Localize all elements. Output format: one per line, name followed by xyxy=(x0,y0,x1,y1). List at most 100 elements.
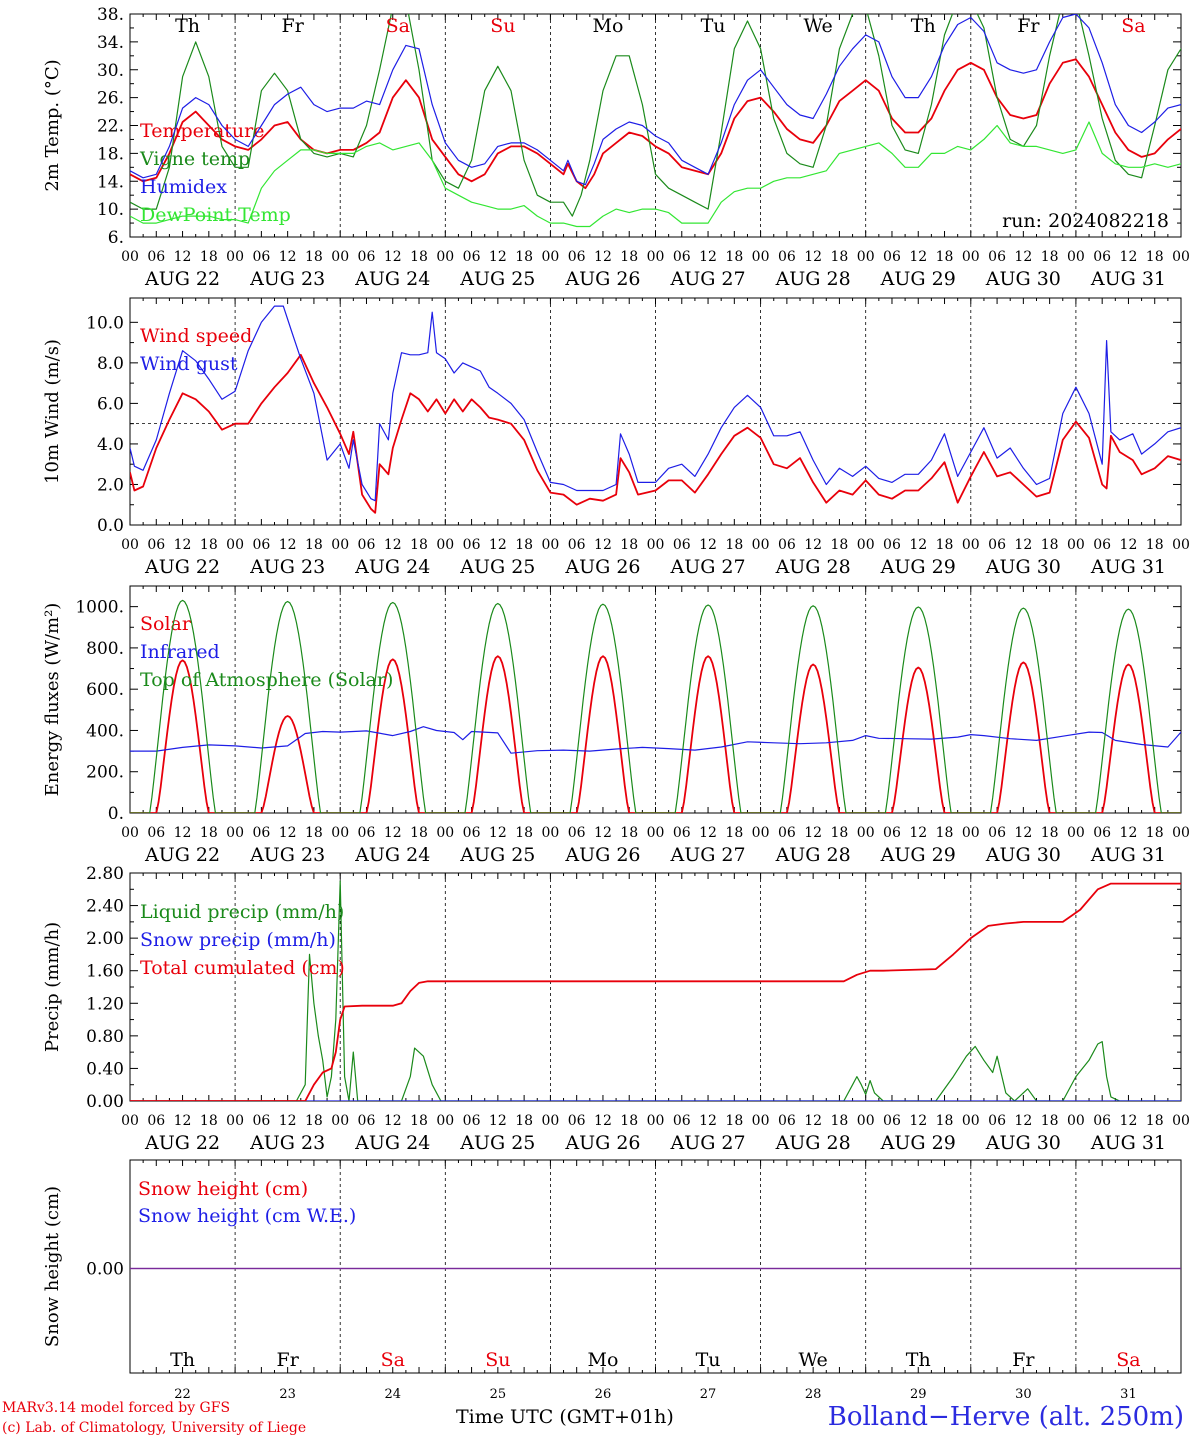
y-tick-label: 0. xyxy=(108,804,124,824)
hour-tick-label: 00 xyxy=(647,537,665,553)
y-tick-label: 18. xyxy=(97,144,124,164)
date-label: AUG 24 xyxy=(354,268,430,290)
hour-tick-label: 12 xyxy=(699,537,717,553)
hour-tick-label: 12 xyxy=(909,1113,927,1129)
hour-tick-label: 00 xyxy=(1172,1113,1190,1129)
model-credit: MARv3.14 model forced by GFS xyxy=(2,1400,231,1416)
y-tick-label: 14. xyxy=(97,172,124,192)
weekday-label: Th xyxy=(170,1349,195,1371)
date-label: AUG 30 xyxy=(985,844,1061,866)
hour-tick-label: 06 xyxy=(1093,1113,1111,1129)
day-number-label: 28 xyxy=(805,1387,822,1402)
y-tick-label: 10. xyxy=(97,200,124,220)
hour-tick-label: 06 xyxy=(778,249,796,265)
weekday-label: Tu xyxy=(696,1349,721,1371)
hour-tick-label: 00 xyxy=(541,1113,559,1129)
weekday-label: Fr xyxy=(277,1349,300,1371)
weekday-label: Th xyxy=(175,15,200,37)
date-label: AUG 23 xyxy=(249,556,325,578)
hour-tick-label: 00 xyxy=(541,537,559,553)
hour-tick-label: 12 xyxy=(1120,249,1138,265)
date-label: AUG 27 xyxy=(669,556,745,578)
series-line xyxy=(130,14,1181,217)
hour-tick-label: 00 xyxy=(436,1113,454,1129)
hour-tick-label: 18 xyxy=(200,537,218,553)
legend-entry: Total cumulated (cm) xyxy=(140,957,345,979)
legend-entry: Snow height (cm W.E.) xyxy=(138,1205,356,1227)
date-label: AUG 31 xyxy=(1090,268,1166,290)
date-label: AUG 30 xyxy=(985,1132,1061,1154)
hour-tick-label: 06 xyxy=(358,249,376,265)
hour-tick-label: 12 xyxy=(279,825,297,841)
hour-tick-label: 06 xyxy=(1093,825,1111,841)
panel-4: 0.00 0.40 0.80 1.20 1.60 2.00 2.40 2.80 Precip (… xyxy=(42,864,1190,1154)
hour-tick-label: 06 xyxy=(673,1113,691,1129)
hour-tick-label: 00 xyxy=(331,249,349,265)
date-label: AUG 27 xyxy=(669,844,745,866)
hour-tick-label: 06 xyxy=(673,825,691,841)
date-label: AUG 31 xyxy=(1090,844,1166,866)
hour-tick-label: 06 xyxy=(568,825,586,841)
hour-tick-label: 12 xyxy=(594,537,612,553)
series-line xyxy=(130,655,1181,813)
hour-tick-label: 12 xyxy=(279,249,297,265)
hour-tick-label: 12 xyxy=(1014,537,1032,553)
hour-tick-label: 18 xyxy=(1146,1113,1164,1129)
hour-tick-label: 12 xyxy=(594,249,612,265)
hour-tick-label: 00 xyxy=(1067,249,1085,265)
hour-tick-label: 12 xyxy=(909,825,927,841)
hour-tick-label: 18 xyxy=(515,825,533,841)
hour-tick-label: 00 xyxy=(226,825,244,841)
hour-tick-label: 06 xyxy=(988,825,1006,841)
panel-1: 6. 10. 14. 18. 22. 26. 30. 34. 38. 2m Temp. (°C) 0… xyxy=(42,5,1190,290)
hour-tick-label: 00 xyxy=(541,249,559,265)
y-axis-label: 10m Wind (m/s) xyxy=(42,339,63,484)
series-line xyxy=(130,14,1181,186)
hour-tick-label: 00 xyxy=(226,249,244,265)
hour-tick-label: 12 xyxy=(489,537,507,553)
hour-tick-label: 18 xyxy=(725,537,743,553)
date-label: AUG 28 xyxy=(775,556,851,578)
hour-tick-label: 06 xyxy=(1093,537,1111,553)
hour-tick-label: 12 xyxy=(1014,825,1032,841)
weekday-label: Th xyxy=(911,15,936,37)
legend-entry: Wind speed xyxy=(140,325,252,347)
hour-tick-label: 06 xyxy=(358,825,376,841)
hour-tick-label: 18 xyxy=(725,1113,743,1129)
hour-tick-label: 00 xyxy=(962,825,980,841)
hour-tick-label: 18 xyxy=(305,249,323,265)
hour-tick-label: 18 xyxy=(831,537,849,553)
hour-tick-label: 12 xyxy=(384,825,402,841)
weekday-label: Tu xyxy=(701,15,726,37)
date-label: AUG 26 xyxy=(564,844,640,866)
hour-tick-label: 18 xyxy=(410,537,428,553)
y-axis-label: Precip (mm/h) xyxy=(42,922,63,1052)
y-tick-label: 10.0 xyxy=(86,313,124,333)
legend-entry: DewPoint Temp xyxy=(140,204,291,226)
hour-tick-label: 18 xyxy=(620,1113,638,1129)
y-tick-label: 400. xyxy=(86,721,124,741)
y-tick-label: 1000. xyxy=(75,598,124,618)
date-label: AUG 23 xyxy=(249,844,325,866)
hour-tick-label: 12 xyxy=(699,249,717,265)
weekday-label: Fr xyxy=(282,15,305,37)
y-tick-label: 4.0 xyxy=(97,435,124,455)
legend-entry: Temperature xyxy=(140,120,264,142)
y-tick-label: 8.0 xyxy=(97,354,124,374)
day-number-label: 29 xyxy=(910,1387,927,1402)
hour-tick-label: 12 xyxy=(174,825,192,841)
y-tick-label: 600. xyxy=(86,680,124,700)
date-label: AUG 29 xyxy=(880,268,956,290)
date-label: AUG 22 xyxy=(144,844,220,866)
series-line xyxy=(130,58,1181,190)
day-number-label: 25 xyxy=(490,1387,507,1402)
date-label: AUG 29 xyxy=(880,556,956,578)
hour-tick-label: 06 xyxy=(147,537,165,553)
legend-entry: Vigne temp xyxy=(139,148,250,170)
hour-tick-label: 12 xyxy=(804,537,822,553)
weekday-label: Sa xyxy=(381,1349,405,1371)
weekday-label: Fr xyxy=(1012,1349,1035,1371)
lab-credit: (c) Lab. of Climatology, University of L… xyxy=(2,1420,307,1436)
hour-tick-label: 06 xyxy=(358,1113,376,1129)
hour-tick-label: 00 xyxy=(1172,249,1190,265)
